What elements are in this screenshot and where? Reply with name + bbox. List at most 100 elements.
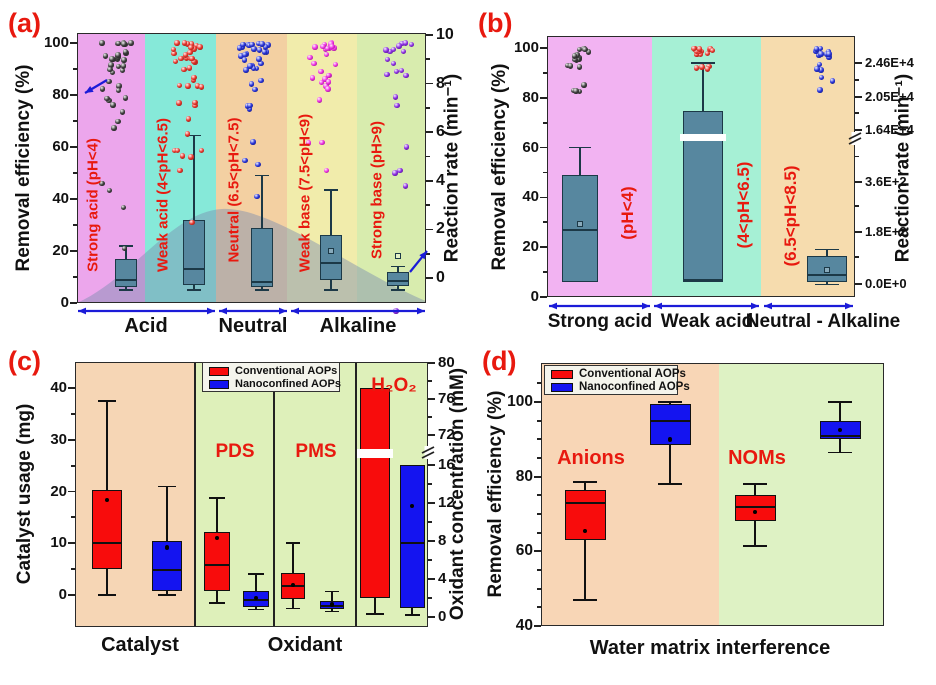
box-c-pds-red-median-line — [204, 563, 230, 566]
scatter-dot — [253, 65, 260, 72]
scatter-dot — [323, 167, 330, 174]
tick-label: 0 — [60, 294, 69, 311]
box-d-anions-blue-whisker-cap — [657, 401, 683, 403]
tick-label: 80 — [515, 467, 533, 485]
scatter-dot — [323, 51, 330, 58]
panel-tag: (a) — [8, 8, 41, 38]
tick-label: 6 — [436, 123, 445, 141]
scatter-dot — [255, 161, 261, 168]
scatter-dot — [691, 45, 697, 52]
axis-tick — [428, 464, 435, 466]
box-b-1 — [562, 174, 598, 283]
box-c-catalyst-red-whisker-high — [106, 400, 108, 491]
scatter-dot — [384, 56, 391, 63]
axis-tick — [73, 172, 77, 174]
axis-tick — [426, 82, 433, 85]
box-d-noms-blue-whisker-cap — [827, 451, 853, 454]
tick-label: 4 — [436, 171, 445, 189]
tick-label: 0 — [530, 288, 539, 305]
box-c-pms-blue-mean-marker — [329, 602, 335, 607]
box-c-pms-blue-whisker-low — [331, 609, 333, 612]
tick-label: 40 — [52, 190, 69, 207]
x-group-label: Neutral - Alkaline — [745, 311, 901, 332]
box-c-catalyst-blue-whisker-high — [166, 486, 168, 541]
scatter-dot — [699, 64, 705, 70]
plot-area-b — [547, 36, 855, 297]
scatter-dot — [238, 53, 244, 59]
box-a-4 — [320, 235, 342, 280]
scatter-dot — [186, 65, 193, 71]
scatter-dot — [247, 102, 253, 109]
x-group-label: Oxidant — [267, 634, 343, 656]
box-c-h2o2-blue — [399, 465, 425, 609]
tick-label: 3.6E+2 — [865, 173, 907, 189]
box-a-5-whisker-high — [397, 266, 399, 272]
axis-tick — [534, 625, 541, 627]
legend-swatch-nanoconfined-aops — [551, 382, 573, 392]
box-d-noms-red-mean-marker — [752, 509, 758, 515]
scatter-dot — [188, 41, 195, 47]
tick-label: 60 — [52, 138, 69, 155]
zone-label: Anions — [557, 447, 625, 469]
box-a-1-whisker-low — [125, 287, 127, 290]
section-divider — [355, 362, 357, 627]
scatter-dot — [106, 78, 112, 85]
scatter-dot — [248, 81, 255, 87]
legend-swatch-nanoconfined-aops — [209, 379, 229, 389]
box-d-noms-red-median-line — [734, 505, 776, 508]
axis-tick — [428, 502, 435, 504]
axis-tick — [428, 578, 435, 580]
x-group-label: Weak acid — [660, 311, 754, 332]
tick-label: 80 — [438, 354, 455, 371]
axis-tick — [426, 228, 433, 231]
box-a-5-whisker-cap — [391, 289, 405, 291]
scatter-dot — [99, 180, 105, 187]
scatter-dot — [102, 53, 109, 59]
axis-tick — [70, 250, 77, 252]
scatter-dot — [193, 42, 200, 49]
scatter-dot — [324, 45, 330, 52]
box-d-noms-red-whisker-low — [754, 521, 756, 546]
scatter-dot — [106, 187, 113, 194]
legend-label: Nanoconfined AOPs — [579, 381, 690, 393]
tick-label: 40 — [522, 188, 539, 206]
legend: Conventional AOPs Nanoconfined AOPs — [202, 362, 341, 392]
scatter-dot — [329, 43, 335, 50]
scatter-dot — [115, 63, 122, 70]
box-a-4-mean-marker — [328, 248, 334, 254]
scatter-dot — [258, 77, 264, 84]
scatter-dot — [115, 40, 122, 47]
box-a-4-whisker-cap — [324, 189, 338, 191]
axis-tick — [855, 205, 859, 208]
box-d-noms-red-whisker-cap — [742, 544, 768, 547]
tick-label: 16 — [438, 456, 455, 473]
scatter-dot — [817, 45, 824, 52]
axis-tick — [537, 531, 541, 534]
scatter-dot — [383, 47, 389, 53]
scatter-dot — [250, 65, 257, 72]
box-c-catalyst-blue-whisker-cap — [158, 485, 176, 488]
axis-tick — [426, 34, 433, 36]
x-group-label: Alkaline — [319, 315, 397, 337]
scatter-dot — [572, 56, 578, 63]
scatter-dot — [390, 60, 397, 67]
scatter-dot — [198, 84, 205, 90]
box-b-3-whisker-cap — [815, 283, 839, 286]
tick-label: 0.0E+0 — [865, 276, 907, 292]
scatter-dot — [109, 56, 115, 62]
scatter-dot — [826, 54, 832, 60]
tick-label: 60 — [515, 542, 533, 560]
axis-tick — [543, 121, 547, 124]
box-d-anions-blue-mean-marker — [667, 437, 673, 442]
axis-tick — [855, 78, 859, 81]
box-a-3 — [251, 227, 273, 288]
scatter-dot — [189, 219, 195, 226]
scatter-dot — [171, 50, 177, 57]
scatter-dot — [309, 75, 316, 81]
box-b-3-whisker-cap — [815, 248, 839, 251]
box-c-catalyst-blue-whisker-low — [166, 590, 168, 595]
scatter-dot — [176, 100, 182, 106]
scatter-dot — [247, 63, 253, 69]
scatter-dot — [188, 44, 194, 51]
